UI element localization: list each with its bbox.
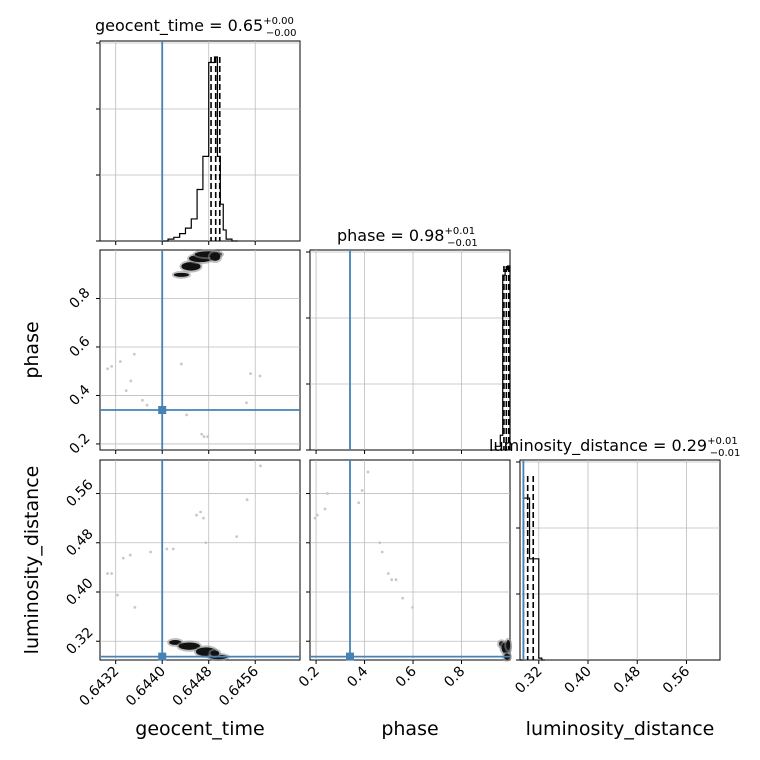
x-tick-label: 0.6 — [393, 663, 420, 690]
sample-point — [315, 513, 319, 517]
sample-point — [124, 389, 128, 393]
sample-point — [179, 362, 183, 366]
sample-point — [204, 541, 208, 545]
sample-point — [116, 593, 119, 597]
sample-point — [141, 398, 144, 402]
histogram-geocent-time — [162, 56, 238, 242]
title-phase: phase = 0.98+0.01 −0.01 — [337, 226, 478, 249]
sample-point — [401, 596, 405, 600]
x-axis-label-phase: phase — [381, 718, 438, 740]
sample-point — [411, 605, 414, 609]
x-tick-label: 0.6456 — [216, 663, 262, 709]
x-tick-label: 0.48 — [611, 664, 644, 697]
x-tick-label: 0.8 — [441, 664, 468, 691]
x-tick-label: 0.2 — [296, 664, 323, 691]
sample-point — [360, 489, 364, 492]
x-axis-label-geocent-time: geocent_time — [135, 718, 264, 740]
y-tick-label: 0.48 — [63, 526, 96, 559]
sample-point — [326, 492, 329, 495]
sample-point — [128, 553, 132, 557]
x-tick-label: 0.6440 — [123, 664, 169, 710]
sample-point — [235, 535, 239, 539]
x-tick-label: 0.6432 — [77, 664, 123, 710]
sample-point — [380, 550, 384, 554]
sample-point — [202, 435, 206, 439]
title-geocent-time: geocent_time = 0.65+0.00 −0.00 — [95, 16, 297, 39]
sample-point — [386, 572, 390, 575]
density-region — [209, 252, 221, 261]
x-tick-label: 0.32 — [512, 664, 545, 697]
sample-point — [249, 372, 252, 376]
sample-point — [378, 541, 382, 545]
sample-point — [199, 510, 202, 514]
sample-point — [129, 379, 133, 383]
panel-geocent-time-marginal — [99, 40, 301, 242]
x-tick-label: 0.56 — [660, 663, 693, 696]
sample-point — [133, 605, 137, 609]
density-region — [506, 640, 511, 650]
sample-point — [357, 501, 361, 505]
y-tick-label: 0.6 — [66, 333, 93, 360]
sample-point — [106, 572, 109, 575]
sample-point — [323, 507, 327, 511]
density-region — [210, 650, 220, 656]
sample-point — [118, 360, 122, 363]
x-axis-label-luminosity-distance: luminosity_distance — [526, 718, 715, 740]
sample-point — [110, 364, 114, 368]
x-tick-label: 0.40 — [561, 664, 594, 697]
sample-point — [206, 435, 209, 439]
y-tick-label: 0.8 — [66, 285, 93, 312]
y-tick-label: 0.32 — [63, 625, 96, 658]
density-region — [178, 642, 200, 650]
sample-point — [185, 413, 189, 417]
sample-point — [132, 352, 136, 356]
sample-point — [149, 550, 152, 554]
sample-point — [200, 432, 204, 436]
x-tick-label: 0.4 — [344, 663, 371, 690]
sample-point — [366, 470, 370, 474]
density-region — [181, 262, 201, 271]
sample-point — [121, 556, 125, 560]
y-tick-label: 0.2 — [66, 430, 93, 457]
sample-point — [202, 516, 205, 520]
y-tick-label: 0.4 — [66, 382, 93, 409]
sample-point — [171, 547, 175, 551]
panel-luminosity-distance-marginal — [519, 459, 721, 661]
panel-phase-marginal — [309, 249, 511, 451]
sample-point — [106, 367, 109, 371]
sample-point — [390, 578, 394, 582]
sample-point — [258, 374, 262, 378]
panel-luminosity-distance-vs-geocent-time — [99, 459, 301, 661]
sample-point — [394, 578, 398, 582]
y-axis-label-luminosity-distance: luminosity_distance — [21, 466, 43, 655]
histogram-phase — [490, 265, 511, 451]
panel-phase-vs-geocent-time — [99, 249, 301, 451]
sample-point — [165, 547, 169, 551]
panel-luminosity-distance-vs-phase — [309, 459, 511, 661]
title-luminosity-distance: luminosity_distance = 0.29+0.01 −0.01 — [489, 436, 740, 459]
y-tick-label: 0.56 — [63, 477, 96, 510]
truth-marker — [158, 406, 167, 414]
sample-point — [313, 516, 317, 520]
density-region — [173, 272, 189, 277]
sample-point — [195, 513, 198, 517]
sample-point — [259, 464, 262, 468]
sample-point — [110, 572, 114, 575]
truth-marker — [158, 652, 167, 661]
sample-point — [245, 401, 248, 405]
y-axis-label-phase: phase — [21, 321, 43, 378]
sample-point — [245, 498, 249, 502]
sample-point — [145, 403, 149, 407]
y-tick-label: 0.40 — [63, 575, 96, 608]
truth-marker — [346, 652, 354, 661]
x-tick-label: 0.6448 — [170, 664, 216, 710]
